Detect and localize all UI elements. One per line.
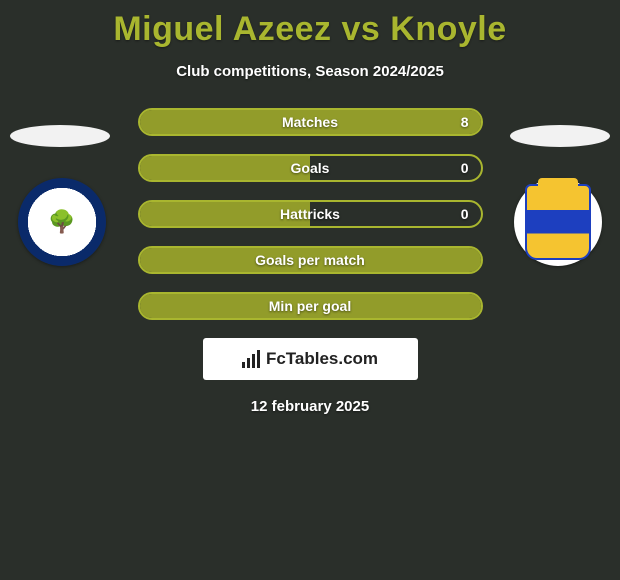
club-badge-right xyxy=(514,178,602,266)
stat-goals-per-match: Goals per match xyxy=(138,246,483,274)
stat-value: 0 xyxy=(461,160,469,176)
stat-matches: Matches 8 xyxy=(138,108,483,136)
stat-min-per-goal: Min per goal xyxy=(138,292,483,320)
player-photo-left xyxy=(10,125,110,147)
page-title: Miguel Azeez vs Knoyle xyxy=(0,0,620,49)
stat-goals: Goals 0 xyxy=(138,154,483,182)
stat-hattricks: Hattricks 0 xyxy=(138,200,483,228)
subtitle: Club competitions, Season 2024/2025 xyxy=(0,63,620,80)
crest-icon xyxy=(525,184,591,260)
stats-list: Matches 8 Goals 0 Hattricks 0 Goals per … xyxy=(138,108,483,320)
club-badge-left: 🌳 xyxy=(18,178,106,266)
stat-fill xyxy=(140,156,311,180)
player-photo-right xyxy=(510,125,610,147)
stat-label: Matches xyxy=(282,114,338,130)
tree-icon: 🌳 xyxy=(38,198,86,246)
stat-label: Goals per match xyxy=(255,252,365,268)
stat-label: Min per goal xyxy=(269,298,351,314)
brand-logo[interactable]: FcTables.com xyxy=(203,338,418,380)
stat-value: 0 xyxy=(461,206,469,222)
stat-label: Goals xyxy=(291,160,330,176)
brand-text: FcTables.com xyxy=(266,349,378,369)
stat-value: 8 xyxy=(461,114,469,130)
date-label: 12 february 2025 xyxy=(0,398,620,415)
bars-icon xyxy=(242,350,260,368)
stat-label: Hattricks xyxy=(280,206,340,222)
